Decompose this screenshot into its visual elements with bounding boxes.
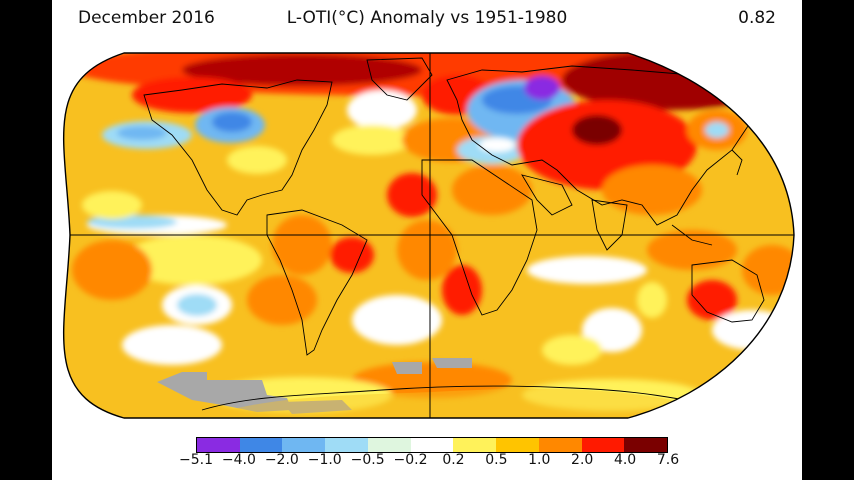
legend-tick-label: 4.0 [613, 452, 637, 468]
legend-tick-label: −4.0 [221, 452, 256, 468]
map-boundary [63, 52, 795, 419]
date-label: December 2016 [78, 8, 215, 28]
legend-tick-label: −5.1 [179, 452, 213, 468]
legend-tick-label: −1.0 [307, 452, 342, 468]
legend-swatch [197, 438, 240, 452]
legend-swatch [410, 438, 454, 452]
legend-swatch [453, 438, 497, 452]
legend-swatch [624, 438, 668, 452]
legend-tick-label: −0.5 [350, 452, 385, 468]
legend-swatch [325, 438, 368, 452]
world-anomaly-map [63, 52, 795, 419]
legend-tick-label: 1.0 [528, 452, 551, 468]
legend-swatch [496, 438, 539, 452]
legend-swatch [581, 438, 625, 452]
legend-tick-label: 2.0 [571, 452, 594, 468]
legend-swatch [367, 438, 411, 452]
color-scale-bar [196, 437, 668, 453]
color-scale-labels: −5.1 −4.0 −2.0 −1.0 −0.5 −0.2 0.2 0.5 1.0 2.0 4.0 7… [52, 452, 802, 472]
legend-swatch [239, 438, 283, 452]
map-title: L-OTI(°C) Anomaly vs 1951-1980 [286, 8, 568, 28]
legend-swatch [282, 438, 326, 452]
coastlines [143, 57, 765, 411]
missing-data-areas [157, 358, 472, 414]
legend-tick-label: −0.2 [393, 452, 428, 468]
global-mean-value: 0.82 [738, 8, 776, 28]
legend-tick-label: 0.5 [485, 452, 508, 468]
legend-swatch [538, 438, 582, 452]
legend-tick-label: −2.0 [264, 452, 299, 468]
legend-tick-label: 0.2 [442, 452, 465, 468]
legend-tick-label: 7.6 [656, 452, 680, 468]
figure-frame: December 2016 L-OTI(°C) Anomaly vs 1951-… [52, 0, 802, 480]
